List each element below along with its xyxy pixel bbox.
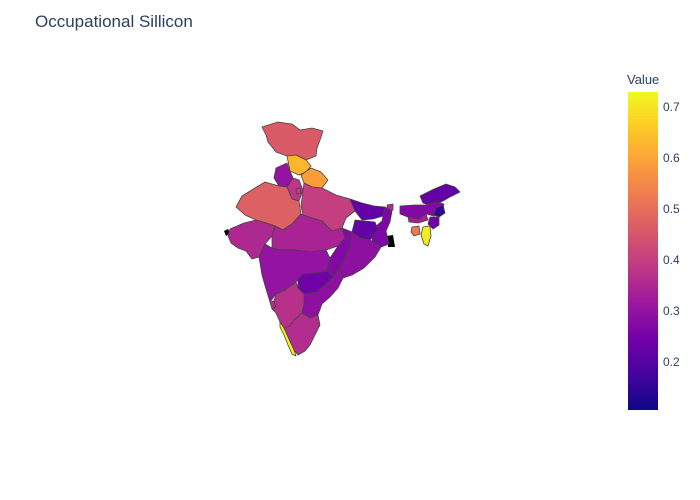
region-tamil-nadu[interactable]: Tamil Nadu [283, 312, 321, 356]
colorbar-tick-label: 0.2 [663, 354, 680, 369]
region-jammu-and-kashmir[interactable]: Jammu and Kashmir [261, 121, 324, 161]
colorbar [628, 92, 658, 410]
region-himachal-pradesh[interactable]: Himachal Pradesh [286, 154, 312, 176]
region-delhi[interactable]: Delhi [295, 187, 302, 195]
colorbar-gradient [628, 92, 658, 410]
gujarat-coast-speck [224, 229, 230, 236]
region-nagaland[interactable]: Nagaland [433, 204, 446, 218]
colorbar-tick-label: 0.7 [663, 100, 680, 115]
region-tripura[interactable]: Tripura [410, 225, 421, 237]
region-meghalaya[interactable]: Meghalaya [407, 213, 429, 224]
colorbar-tick-label: 0.3 [663, 303, 680, 318]
region-odisha[interactable]: Odisha [339, 231, 382, 279]
colorbar-tick-label: 0.6 [663, 151, 680, 166]
colorbar-title: Value [627, 72, 660, 87]
colorbar-tick-label: 0.4 [663, 252, 680, 267]
region-mizoram[interactable]: Mizoram [420, 225, 432, 247]
region-bihar[interactable]: Bihar [349, 198, 386, 221]
chart-title: Occupational Sillicon [35, 12, 193, 31]
region-manipur[interactable]: Manipur [427, 216, 440, 230]
colorbar-tick-label: 0.5 [663, 202, 680, 217]
